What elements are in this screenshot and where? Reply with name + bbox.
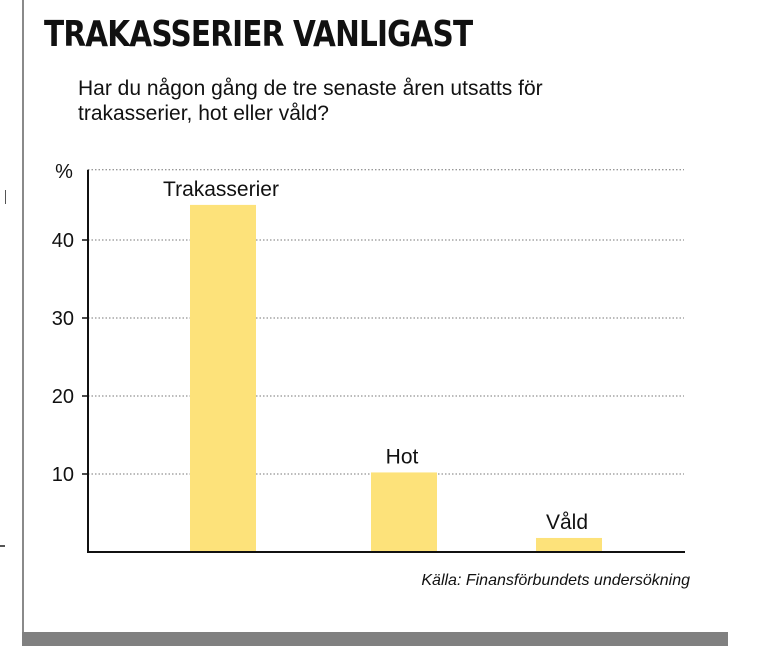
label-layer: 10 20 30 40% Trakasserier Hot Våld bbox=[52, 161, 588, 534]
frame-left-rule bbox=[22, 0, 24, 636]
grid-layer bbox=[88, 169, 684, 475]
y-axis-unit-label: % bbox=[55, 161, 73, 183]
bar-hot bbox=[371, 472, 437, 552]
y-tick-label: 30 bbox=[52, 308, 74, 330]
y-tick-label: 10 bbox=[52, 464, 74, 486]
bar-category-label: Hot bbox=[386, 445, 419, 468]
chart-title: TRAKASSERIER VANLIGAST bbox=[44, 14, 473, 55]
edge-mark bbox=[0, 190, 6, 204]
axis-layer bbox=[82, 169, 685, 553]
y-tick-label: 20 bbox=[52, 386, 74, 408]
bar-trakasserier bbox=[190, 204, 256, 552]
bar-våld bbox=[536, 537, 602, 552]
bar-layer bbox=[190, 204, 602, 552]
bar-category-label: Trakasserier bbox=[163, 178, 279, 201]
chart-subtitle: Har du någon gång de tre senaste åren ut… bbox=[78, 77, 543, 125]
bar-category-label: Våld bbox=[546, 511, 588, 534]
source-note: Källa: Finansförbundets undersökning bbox=[421, 572, 690, 589]
frame-bottom-bar bbox=[22, 632, 728, 646]
y-tick-label: 40 bbox=[52, 230, 74, 252]
edge-mark bbox=[0, 545, 5, 547]
